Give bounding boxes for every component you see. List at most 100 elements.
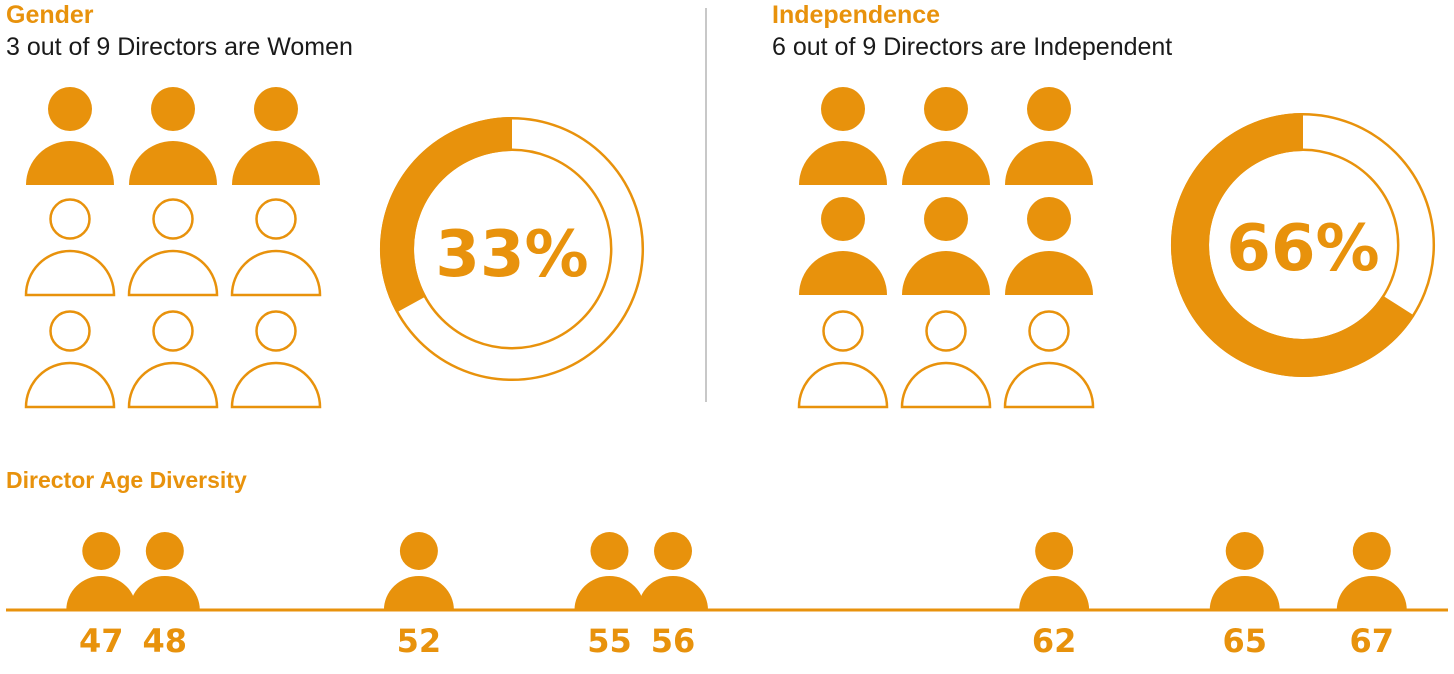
- person-body: [799, 251, 887, 295]
- gender-person-icon-outline: [230, 198, 322, 297]
- independence-subtitle: 6 out of 9 Directors are Independent: [772, 33, 1173, 61]
- age-person-head: [1352, 532, 1391, 570]
- person-body: [900, 361, 992, 409]
- person-body: [1005, 141, 1093, 185]
- age-person-head: [399, 532, 438, 570]
- age-person-head: [590, 532, 629, 570]
- person-head: [821, 87, 865, 131]
- person-head: [255, 198, 297, 240]
- independence-percent-label: 66%: [1226, 212, 1379, 286]
- person-body: [902, 251, 990, 295]
- person-body: [797, 361, 889, 409]
- person-body: [1005, 251, 1093, 295]
- independence-person-icon-filled: [799, 87, 887, 185]
- person-body: [127, 361, 219, 409]
- person-head: [255, 310, 297, 352]
- gender-person-icon-outline: [24, 198, 116, 297]
- age-label: 47: [79, 622, 124, 660]
- independence-people-grid: [797, 87, 1095, 409]
- gender-person-icon-outline: [127, 310, 219, 409]
- gender-subtitle: 3 out of 9 Directors are Women: [6, 33, 353, 61]
- age-marker: 48: [129, 532, 200, 660]
- age-label: 48: [143, 622, 188, 660]
- independence-person-icon-filled: [1005, 197, 1093, 295]
- person-body: [902, 141, 990, 185]
- age-person-body: [66, 576, 137, 610]
- gender-person-icon-outline: [127, 198, 219, 297]
- age-label: 56: [651, 622, 696, 660]
- age-person-body: [1209, 576, 1280, 610]
- person-body: [232, 141, 320, 185]
- person-head: [49, 310, 91, 352]
- person-body: [230, 249, 322, 297]
- age-person-head: [1035, 532, 1074, 570]
- independence-person-icon-filled: [1005, 87, 1093, 185]
- person-head: [1027, 197, 1071, 241]
- person-body: [129, 141, 217, 185]
- person-head: [924, 87, 968, 131]
- age-person-body: [383, 576, 454, 610]
- age-label: 52: [397, 622, 442, 660]
- age-label: 67: [1350, 622, 1395, 660]
- person-head: [822, 310, 864, 352]
- independence-person-icon-filled: [902, 197, 990, 295]
- person-head: [49, 198, 91, 240]
- gender-person-icon-filled: [232, 87, 320, 185]
- person-head: [821, 197, 865, 241]
- gender-title: Gender: [6, 1, 94, 29]
- person-head: [151, 87, 195, 131]
- age-person-body: [574, 576, 645, 610]
- independence-donut: [1170, 112, 1436, 378]
- person-body: [26, 141, 114, 185]
- person-head: [924, 197, 968, 241]
- person-head: [152, 198, 194, 240]
- age-markers: 47 48 52 55 56 62 65 67: [66, 532, 1407, 660]
- gender-ring-filled-arc: [380, 117, 512, 313]
- person-head: [1027, 87, 1071, 131]
- independence-person-icon-filled: [799, 197, 887, 295]
- person-head: [48, 87, 92, 131]
- independence-person-icon-outline: [900, 310, 992, 409]
- age-person-body: [1336, 576, 1407, 610]
- independence-title: Independence: [772, 1, 941, 29]
- age-label: 55: [587, 622, 632, 660]
- independence-person-icon-outline: [1003, 310, 1095, 409]
- independence-person-icon-filled: [902, 87, 990, 185]
- age-person-head: [82, 532, 121, 570]
- age-marker: 67: [1336, 532, 1407, 660]
- age-label: 65: [1222, 622, 1267, 660]
- age-person-body: [1019, 576, 1090, 610]
- age-person-head: [1225, 532, 1264, 570]
- person-body: [799, 141, 887, 185]
- gender-person-icon-filled: [129, 87, 217, 185]
- age-marker: 65: [1209, 532, 1280, 660]
- person-head: [152, 310, 194, 352]
- gender-person-icon-outline: [24, 310, 116, 409]
- person-body: [1003, 361, 1095, 409]
- gender-people-grid: [24, 87, 322, 409]
- person-head: [254, 87, 298, 131]
- independence-ring-filled-arc: [1171, 113, 1415, 377]
- person-head: [1028, 310, 1070, 352]
- age-title: Director Age Diversity: [6, 467, 247, 493]
- age-person-head: [145, 532, 184, 570]
- gender-person-icon-outline: [230, 310, 322, 409]
- age-person-body: [129, 576, 200, 610]
- age-marker: 56: [638, 532, 709, 660]
- age-marker: 62: [1019, 532, 1090, 660]
- independence-person-icon-outline: [797, 310, 889, 409]
- age-person-head: [654, 532, 693, 570]
- person-body: [230, 361, 322, 409]
- gender-percent-label: 33%: [435, 218, 588, 292]
- age-person-body: [638, 576, 709, 610]
- gender-donut: [379, 116, 645, 382]
- age-marker: 55: [574, 532, 645, 660]
- gender-person-icon-filled: [26, 87, 114, 185]
- person-body: [24, 361, 116, 409]
- age-label: 62: [1032, 622, 1077, 660]
- person-head: [925, 310, 967, 352]
- person-body: [24, 249, 116, 297]
- person-body: [127, 249, 219, 297]
- age-marker: 47: [66, 532, 137, 660]
